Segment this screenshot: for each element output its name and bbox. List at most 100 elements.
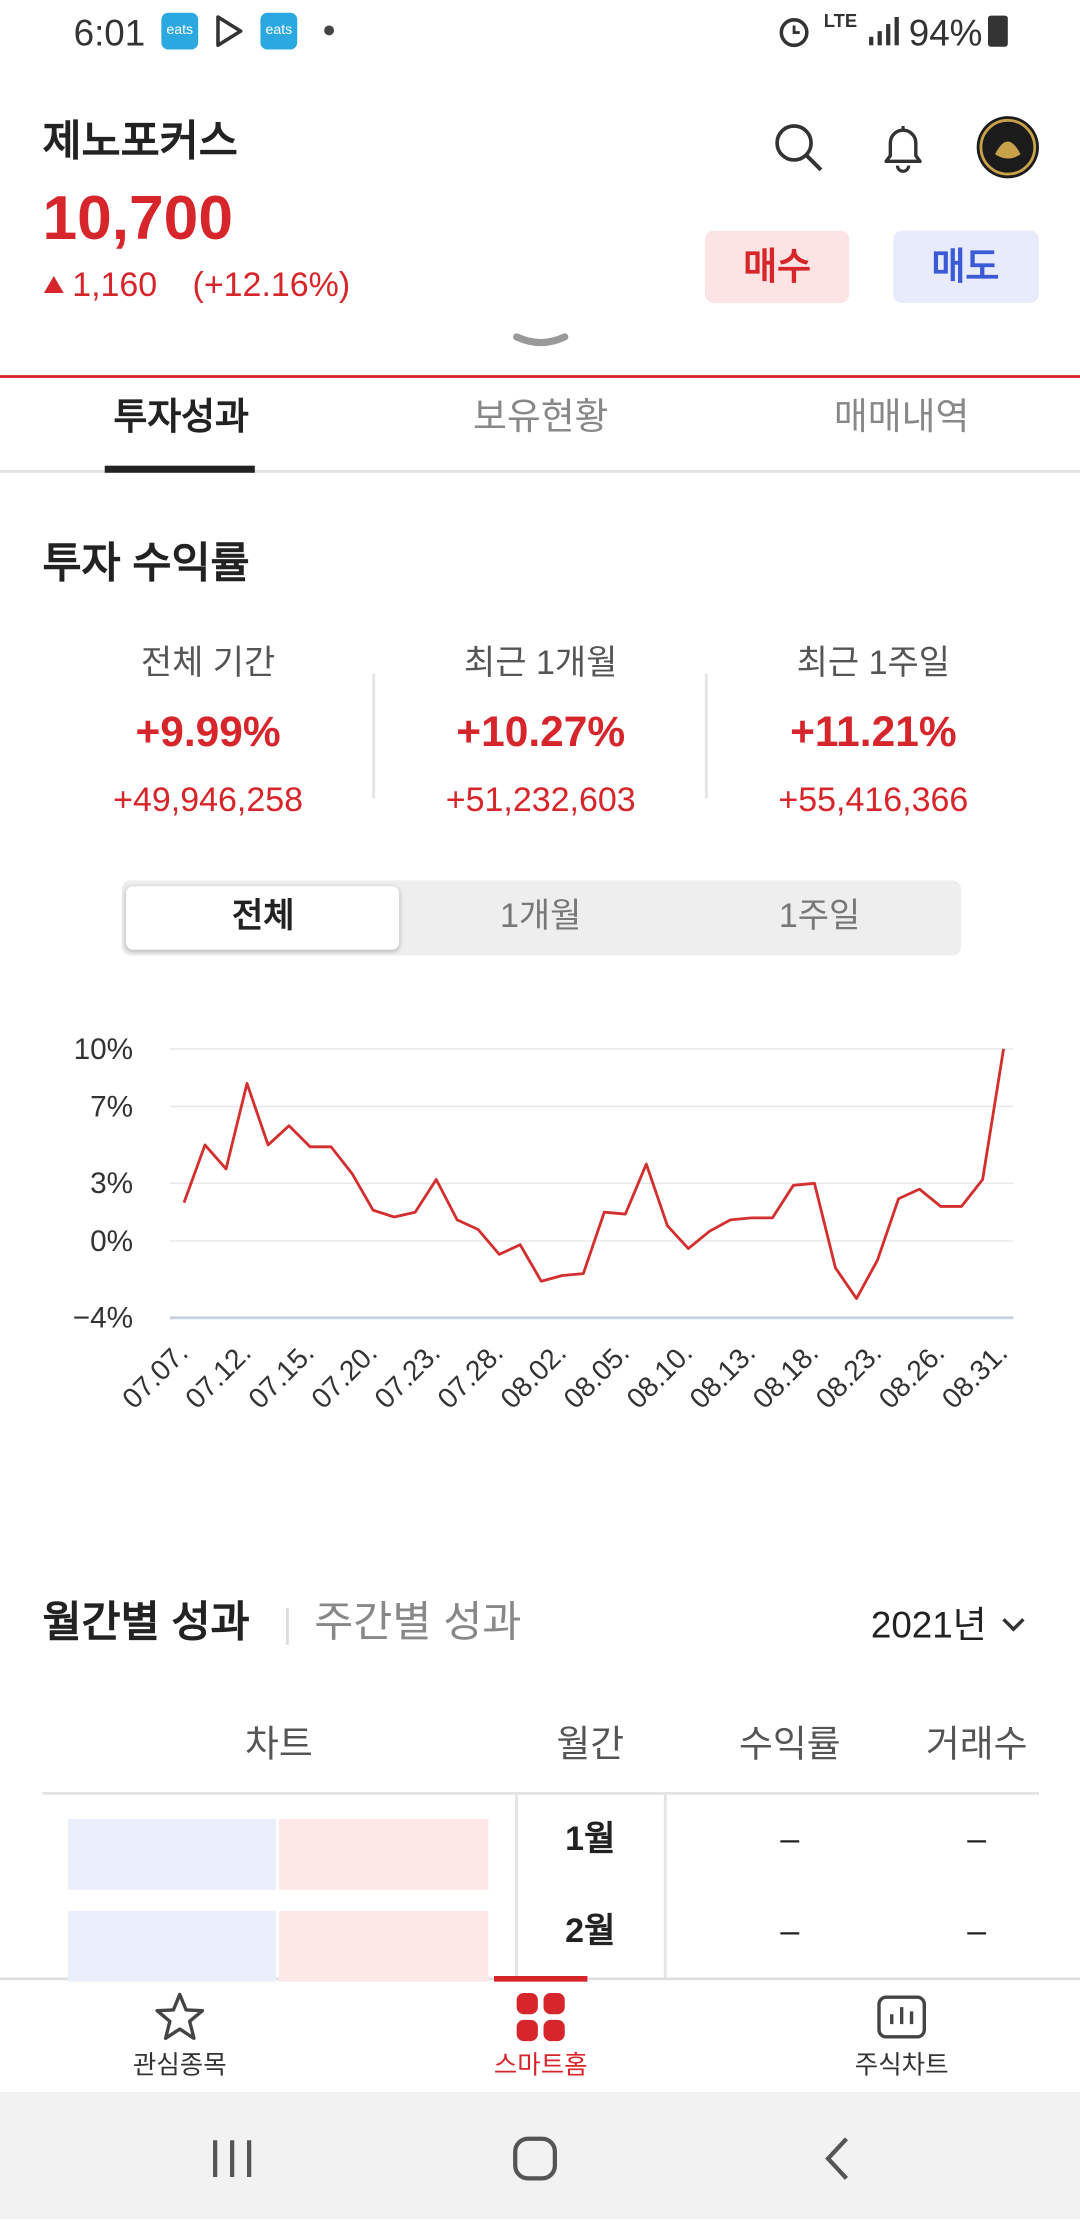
home-button[interactable]: [511, 2135, 559, 2183]
period-option[interactable]: 1개월: [500, 897, 582, 936]
return-pct: +10.27%: [456, 709, 626, 756]
tab[interactable]: 보유현황: [472, 394, 609, 438]
x-tick-label: 08.18.: [746, 1336, 824, 1414]
nav-indicator: [493, 1975, 588, 1982]
signal-icon: [869, 16, 899, 46]
bar-positive: [278, 1910, 489, 1982]
tab[interactable]: 투자성과: [113, 394, 249, 438]
collapse-handle[interactable]: [512, 331, 569, 351]
search-icon[interactable]: [770, 119, 827, 176]
column-divider: [704, 673, 708, 799]
network-label: LTE: [823, 9, 858, 32]
return-chart: 10%7%3%0%−4%07.07.07.12.07.15.07.20.07.2…: [73, 1033, 1014, 1414]
return-amount: +49,946,258: [113, 781, 304, 820]
price-change: 1,160: [72, 266, 158, 305]
x-tick-label: 08.05.: [557, 1336, 635, 1414]
tab-indicator: [104, 465, 255, 473]
star-icon[interactable]: [153, 1990, 207, 2044]
period-option[interactable]: 전체: [232, 897, 295, 936]
table-header: 월간: [556, 1722, 625, 1766]
app-icon: [161, 12, 199, 50]
return-label: 전체 기간: [140, 644, 276, 683]
table-cell: –: [780, 1820, 800, 1859]
month-label: 2월: [565, 1912, 616, 1951]
table-header: 차트: [244, 1722, 313, 1766]
return-amount: +51,232,603: [445, 781, 636, 820]
return-amount: +55,416,366: [778, 781, 969, 820]
x-tick-label: 07.15.: [242, 1336, 320, 1414]
play-icon: [216, 15, 243, 48]
chart-icon[interactable]: [875, 1990, 929, 2044]
x-tick-label: 07.23.: [368, 1336, 446, 1414]
table-header: 수익률: [739, 1722, 841, 1766]
table-cell: –: [967, 1912, 987, 1951]
return-label: 최근 1주일: [796, 644, 951, 683]
sell-button[interactable]: [893, 230, 1039, 303]
tab-divider: [285, 1607, 289, 1645]
price-change-pct: (+12.16%): [192, 266, 351, 305]
y-tick-label: 10%: [74, 1033, 133, 1066]
x-tick-label: 07.07.: [116, 1336, 194, 1414]
table-cell: –: [780, 1912, 800, 1951]
x-tick-label: 07.12.: [179, 1336, 257, 1414]
app-icon-label: eats: [166, 22, 194, 39]
bar-negative: [67, 1818, 277, 1890]
y-tick-label: −4%: [73, 1302, 133, 1335]
x-tick-label: 08.23.: [809, 1336, 887, 1414]
table-divider: [42, 1791, 1039, 1795]
x-tick-label: 08.02.: [494, 1336, 572, 1414]
tabs-divider: [0, 469, 1080, 473]
buy-label[interactable]: 매수: [743, 244, 811, 288]
column-divider: [372, 673, 376, 799]
table-header: 거래수: [925, 1722, 1028, 1766]
app-icon-label: eats: [265, 22, 293, 39]
app-icon: [260, 12, 298, 50]
y-tick-label: 7%: [90, 1090, 133, 1123]
section-tab[interactable]: 주간별 성과: [314, 1599, 522, 1647]
battery-icon: [987, 15, 1008, 47]
y-tick-label: 0%: [90, 1225, 133, 1258]
system-nav: [0, 2092, 1080, 2220]
x-tick-label: 07.20.: [305, 1336, 383, 1414]
stock-name: 제노포커스: [42, 118, 238, 166]
up-triangle: [43, 276, 64, 294]
return-pct: +11.21%: [790, 709, 957, 756]
table-column-line: [515, 1794, 519, 1979]
x-tick-label: 08.31.: [935, 1336, 1013, 1414]
section-tab[interactable]: 월간별 성과: [42, 1599, 250, 1647]
bar-negative: [67, 1910, 277, 1982]
line-series: [182, 1048, 1005, 1300]
year-select[interactable]: 2021년: [870, 1603, 987, 1647]
home-icon[interactable]: [514, 1990, 568, 2044]
month-label: 1월: [565, 1820, 616, 1859]
return-label: 최근 1개월: [464, 644, 618, 683]
bar-positive: [278, 1818, 489, 1890]
period-option[interactable]: 1주일: [778, 897, 861, 936]
clock: 6:01: [73, 11, 146, 54]
nav-label[interactable]: 관심종목: [132, 2051, 227, 2080]
header-divider: [0, 375, 1080, 378]
stock-price: 10,700: [42, 184, 233, 254]
x-tick-label: 07.28.: [431, 1336, 509, 1414]
profile-avatar[interactable]: [975, 115, 1040, 180]
recents-button[interactable]: [209, 2137, 254, 2179]
table-cell: –: [967, 1820, 987, 1859]
y-tick-label: 3%: [90, 1167, 133, 1200]
battery-label: 94%: [908, 11, 983, 54]
x-tick-label: 08.10.: [620, 1336, 698, 1414]
back-button[interactable]: [821, 2135, 855, 2183]
sell-label[interactable]: 매도: [931, 244, 1000, 288]
x-tick-label: 08.13.: [683, 1336, 761, 1414]
bell-icon[interactable]: [875, 119, 932, 176]
buy-button[interactable]: [704, 230, 850, 303]
tab[interactable]: 매매내역: [833, 394, 970, 438]
nav-label[interactable]: 주식차트: [854, 2051, 949, 2080]
table-column-line: [663, 1794, 667, 1979]
alarm-icon: [779, 18, 809, 48]
dropdown-icon[interactable]: [999, 1615, 1027, 1635]
nav-label[interactable]: 스마트홈: [493, 2051, 588, 2080]
period-selected: [125, 886, 400, 950]
x-tick-label: 08.26.: [872, 1336, 950, 1414]
